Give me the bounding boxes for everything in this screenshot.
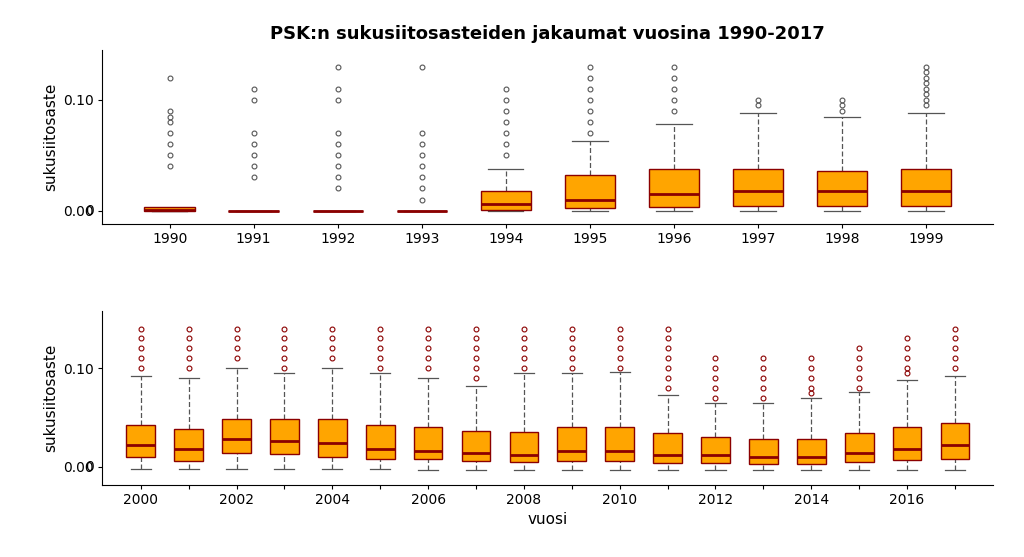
Bar xyxy=(270,419,299,454)
Bar xyxy=(845,433,873,462)
X-axis label: vuosi: vuosi xyxy=(527,512,568,527)
Bar xyxy=(893,427,922,460)
Bar xyxy=(797,439,825,464)
Bar xyxy=(564,175,615,208)
Text: 0: 0 xyxy=(85,460,94,474)
Bar xyxy=(605,427,634,461)
Bar xyxy=(366,426,394,459)
Title: PSK:n sukusiitosasteiden jakaumat vuosina 1990-2017: PSK:n sukusiitosasteiden jakaumat vuosin… xyxy=(270,25,825,43)
Bar xyxy=(480,190,531,209)
Bar xyxy=(901,169,951,206)
Bar xyxy=(733,169,783,206)
Bar xyxy=(317,419,347,457)
Bar xyxy=(462,431,490,461)
Bar xyxy=(414,427,442,459)
Bar xyxy=(653,433,682,463)
Bar xyxy=(941,423,970,459)
Bar xyxy=(817,171,867,206)
Bar xyxy=(174,429,203,461)
Bar xyxy=(749,439,778,464)
Y-axis label: sukusiitosaste: sukusiitosaste xyxy=(43,83,57,191)
Bar xyxy=(648,169,699,207)
Y-axis label: sukusiitosaste: sukusiitosaste xyxy=(43,344,57,452)
Bar xyxy=(701,437,730,463)
Bar xyxy=(126,426,155,457)
Bar xyxy=(144,207,195,211)
Bar xyxy=(510,432,539,462)
Bar xyxy=(222,419,251,453)
Text: 0: 0 xyxy=(85,204,94,218)
Bar xyxy=(557,427,586,461)
